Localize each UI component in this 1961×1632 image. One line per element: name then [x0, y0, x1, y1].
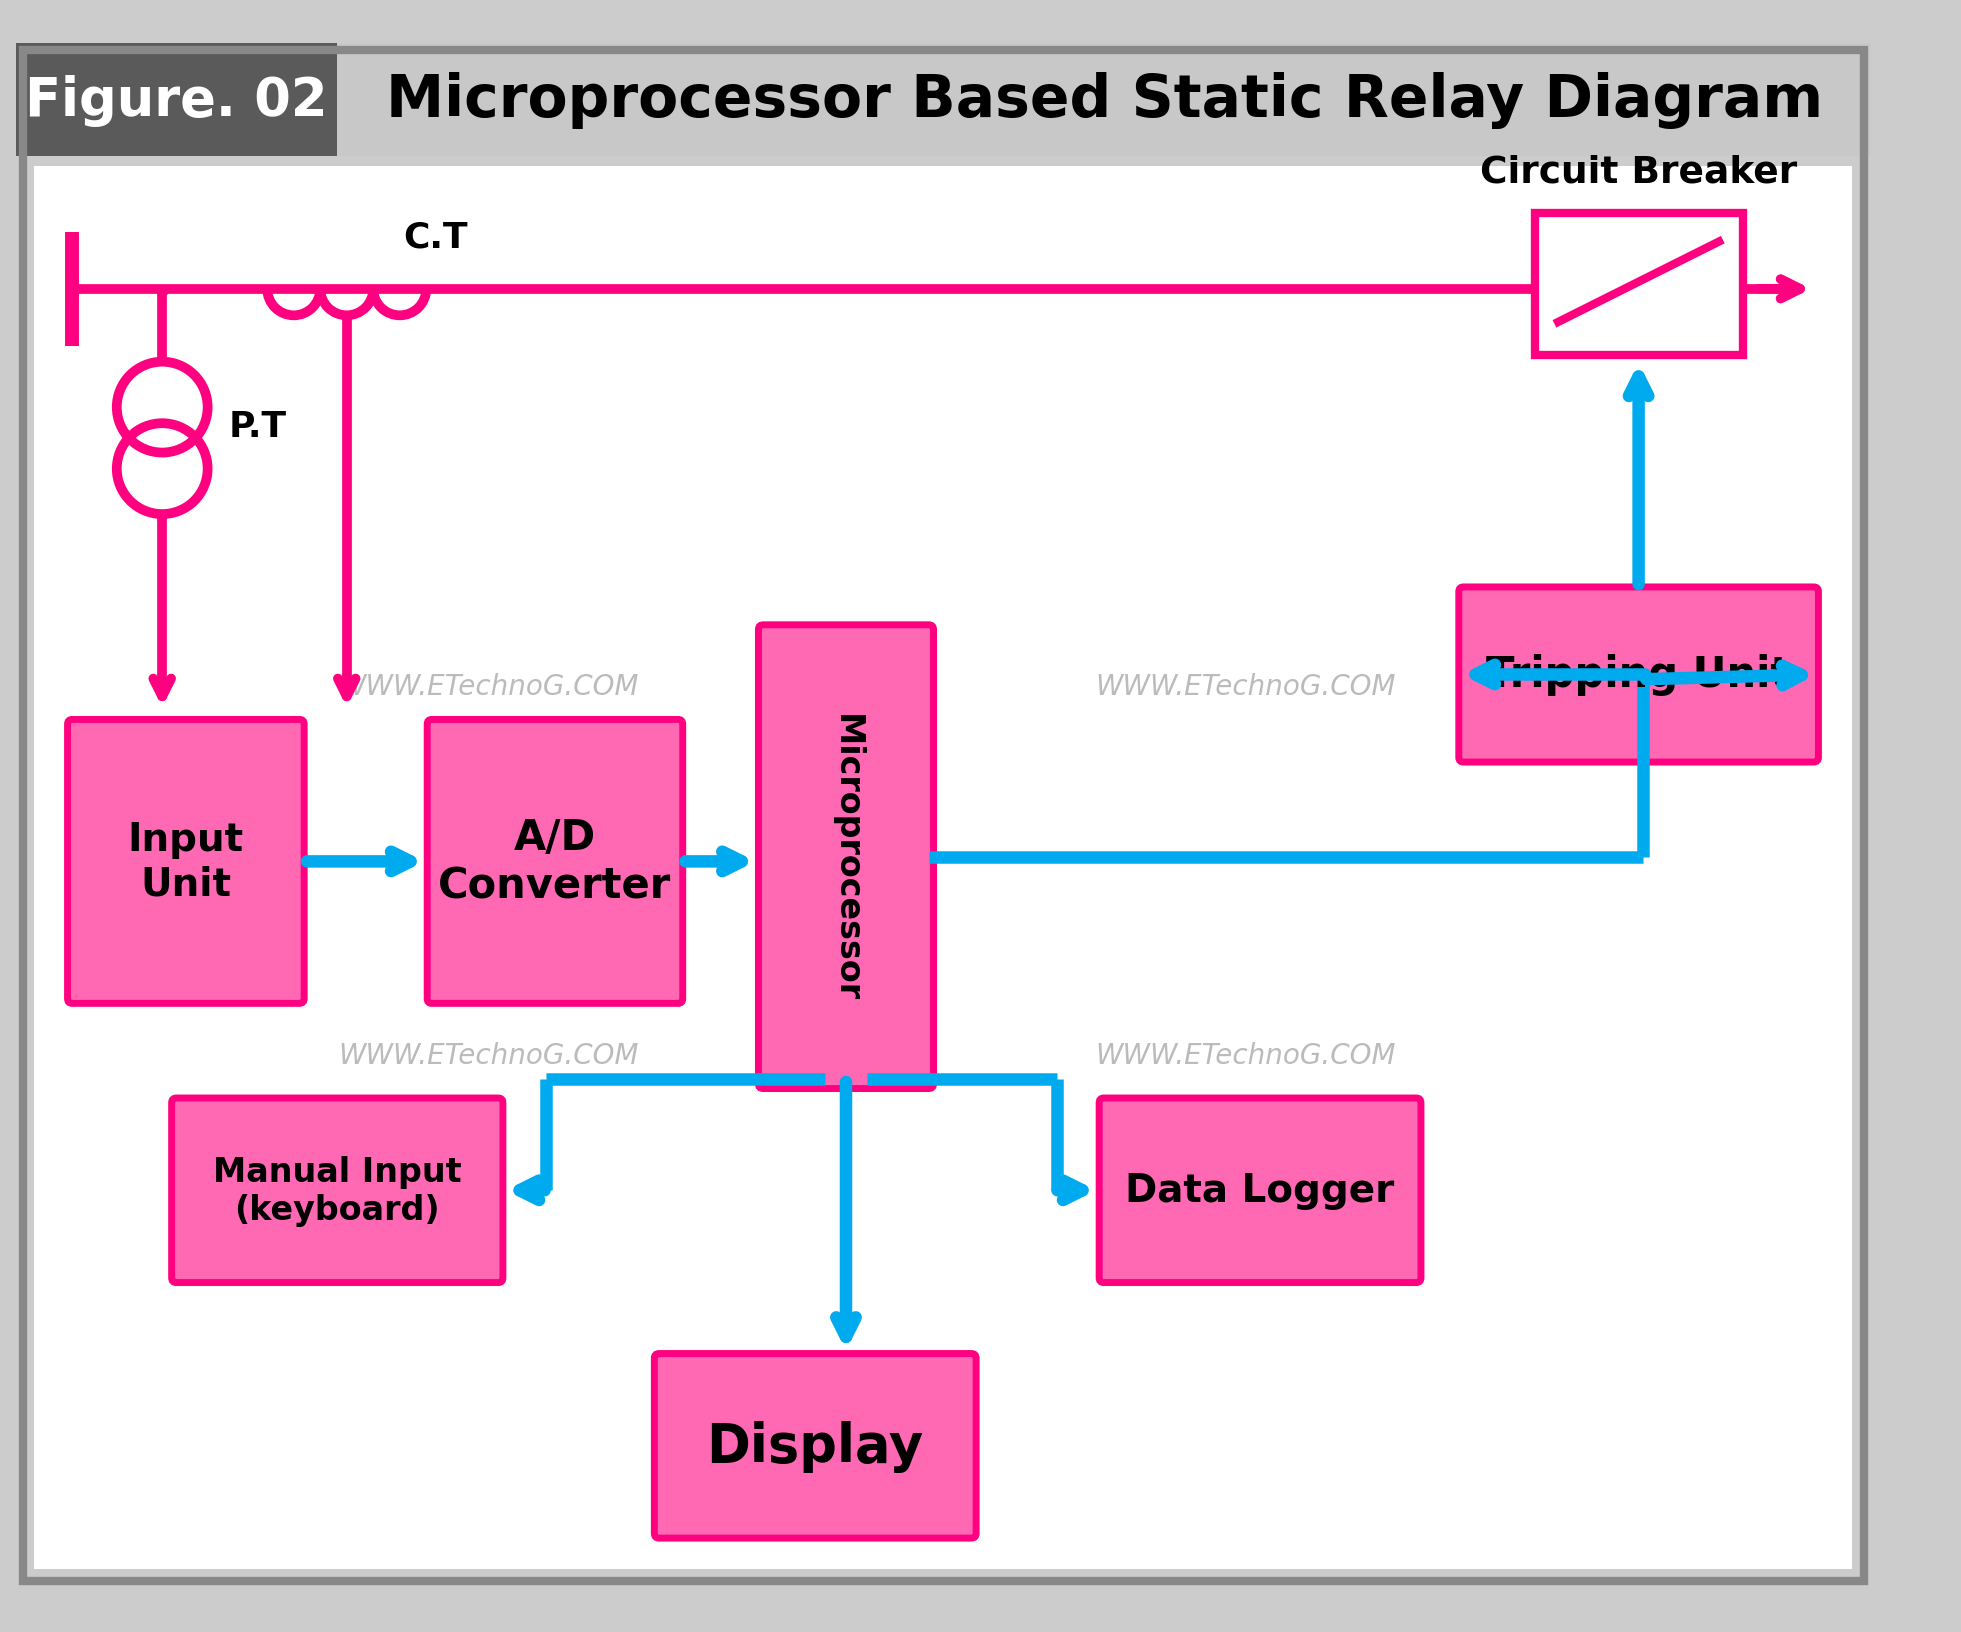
- Text: Circuit Breaker: Circuit Breaker: [1481, 155, 1796, 191]
- FancyBboxPatch shape: [427, 720, 682, 1004]
- Text: Input
Unit: Input Unit: [127, 821, 243, 902]
- Text: WWW.ETechnoG.COM: WWW.ETechnoG.COM: [1096, 1041, 1396, 1069]
- FancyBboxPatch shape: [1535, 214, 1743, 356]
- Text: WWW.ETechnoG.COM: WWW.ETechnoG.COM: [339, 1041, 639, 1069]
- FancyBboxPatch shape: [16, 44, 337, 157]
- FancyBboxPatch shape: [759, 625, 933, 1089]
- Text: Tripping Unit: Tripping Unit: [1486, 654, 1790, 697]
- FancyBboxPatch shape: [337, 44, 1871, 157]
- Text: A/D
Converter: A/D Converter: [439, 816, 671, 907]
- FancyBboxPatch shape: [655, 1353, 977, 1537]
- Text: Manual Input
(keyboard): Manual Input (keyboard): [214, 1155, 461, 1226]
- Text: WWW.ETechnoG.COM: WWW.ETechnoG.COM: [339, 672, 639, 700]
- FancyBboxPatch shape: [1100, 1098, 1422, 1283]
- Text: Display: Display: [706, 1420, 924, 1472]
- FancyBboxPatch shape: [35, 166, 1853, 1570]
- FancyBboxPatch shape: [1459, 588, 1818, 762]
- Text: Microprocessor Based Static Relay Diagram: Microprocessor Based Static Relay Diagra…: [386, 72, 1824, 129]
- FancyBboxPatch shape: [173, 1098, 502, 1283]
- Text: Microprocessor: Microprocessor: [830, 713, 863, 1000]
- Text: Data Logger: Data Logger: [1126, 1172, 1394, 1209]
- Text: P.T: P.T: [227, 410, 286, 444]
- Text: Figure. 02: Figure. 02: [25, 75, 327, 126]
- Text: C.T: C.T: [404, 220, 469, 255]
- Text: WWW.ETechnoG.COM: WWW.ETechnoG.COM: [1096, 672, 1396, 700]
- FancyBboxPatch shape: [67, 720, 304, 1004]
